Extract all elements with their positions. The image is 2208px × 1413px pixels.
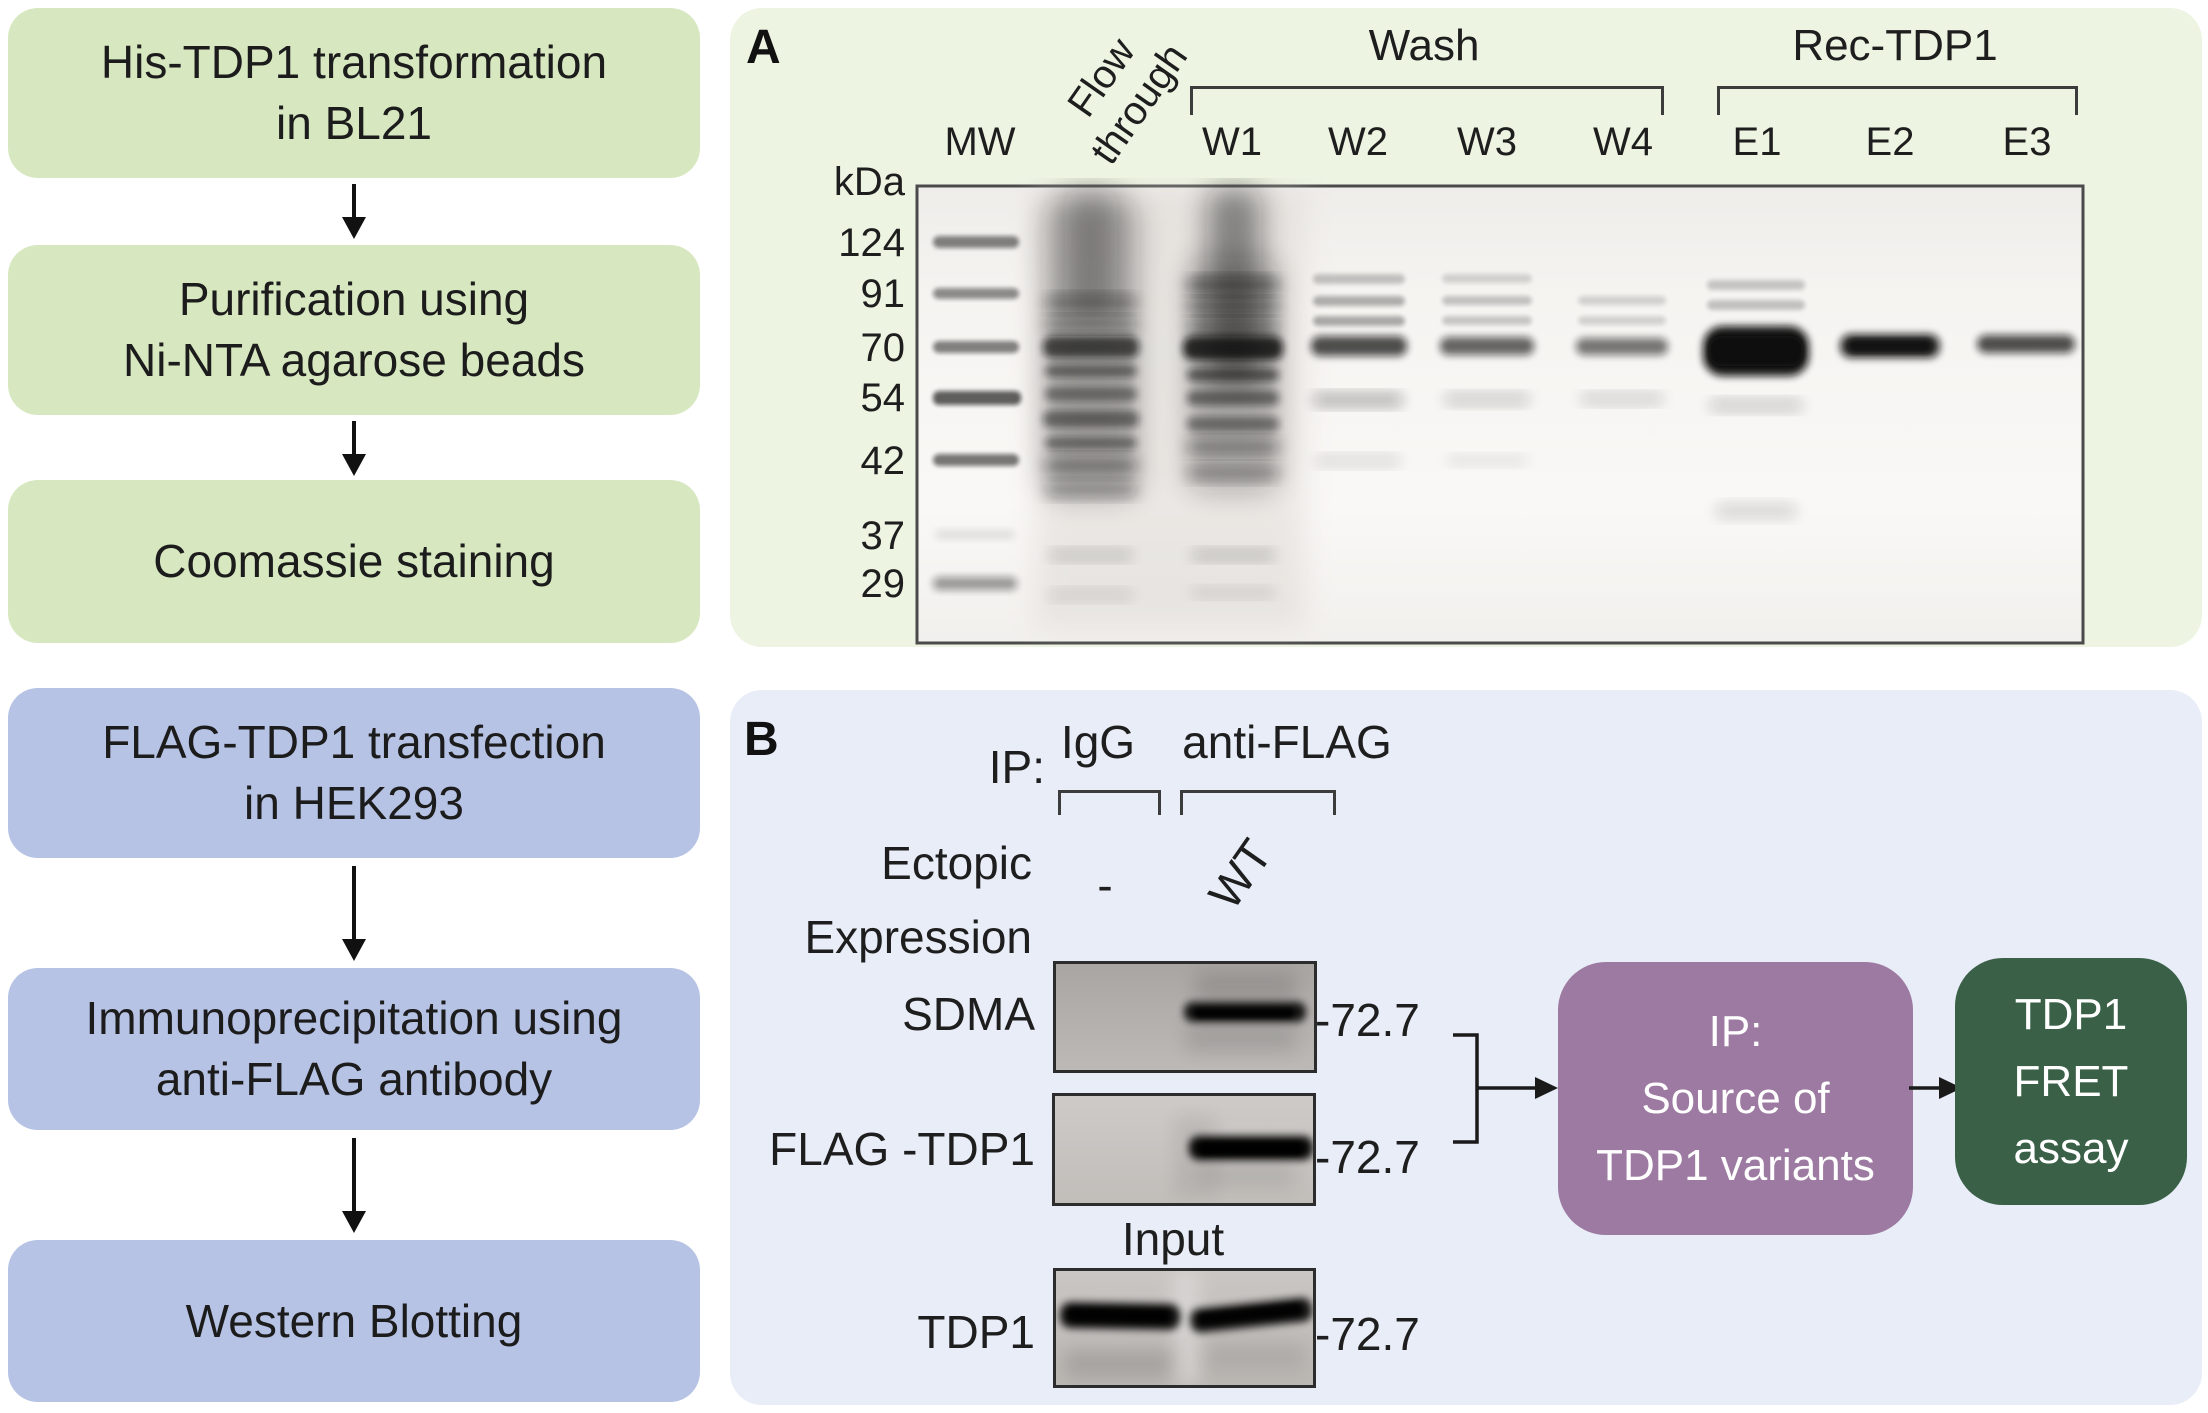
panel-a-coomassie-gel: A Wash Rec-TDP1 MW Flow through W1 W2 W3… xyxy=(730,8,2202,647)
group-header-rec-tdp1: Rec-TDP1 xyxy=(1792,21,1998,70)
panel-b-ip-western: B IP: IgG anti-FLAG Ectopic Expression -… xyxy=(730,690,2202,1405)
gel-lane-w4-bands xyxy=(1576,296,1668,404)
blot-label-tdp1: TDP1 xyxy=(917,1306,1035,1358)
coomassie-gel-image xyxy=(915,184,2085,645)
right-arrow-icon xyxy=(1939,1077,1962,1099)
mw-marker-91: 91 xyxy=(860,272,906,316)
blot-label-sdma: SDMA xyxy=(902,988,1035,1040)
panel-a-label: A xyxy=(746,21,781,74)
input-label: Input xyxy=(1121,1213,1225,1265)
blot-label-flag-tdp1: FLAG -TDP1 xyxy=(769,1123,1035,1175)
mw-marker-37: 37 xyxy=(860,514,906,558)
bracket-arrow-connector xyxy=(1453,1033,1558,1144)
lane-label-mw: MW xyxy=(944,120,1016,164)
gel-lane-w3-bands xyxy=(1440,274,1534,465)
lane-label-e2: E2 xyxy=(1865,120,1915,164)
ip-group-anti-flag: anti-FLAG xyxy=(1182,716,1392,768)
flow-box-immunoprecip: Immunoprecipitation using anti-FLAG anti… xyxy=(8,968,700,1130)
flow-box-purification: Purification using Ni-NTA agarose beads xyxy=(8,245,700,415)
ip-source-box: IP: Source of TDP1 variants xyxy=(1558,962,1913,1235)
lane-label-w3: W3 xyxy=(1457,120,1517,164)
mw-marker-124: 124 xyxy=(838,221,905,265)
lane-label-e3: E3 xyxy=(2002,120,2052,164)
gel-lane-flowthrough-bands xyxy=(1043,190,1139,600)
down-arrow-icon xyxy=(342,1138,366,1233)
flow-box-coomassie: Coomassie staining xyxy=(8,480,700,643)
sdma-blot-image xyxy=(1053,961,1317,1073)
mw-marker-70: 70 xyxy=(860,326,906,370)
wash-bracket xyxy=(1190,86,1664,115)
arrow-to-fret xyxy=(1909,1077,1962,1099)
gel-lane-e1-bands xyxy=(1703,280,1809,518)
lane-value-empty: - xyxy=(1097,859,1113,911)
gel-lane-w1-bands xyxy=(1183,188,1283,597)
flow-box-his-tdp1: His-TDP1 transformation in BL21 xyxy=(8,8,700,178)
lane-label-w1: W1 xyxy=(1202,120,1262,164)
sdma-mw-label: -72.7 xyxy=(1315,994,1420,1046)
mw-marker-29: 29 xyxy=(860,562,906,606)
down-arrow-icon xyxy=(342,866,366,961)
tdp1-fret-assay-box: TDP1 FRET assay xyxy=(1955,958,2187,1205)
gel-lane-e3-bands xyxy=(1977,335,2075,353)
right-arrow-icon xyxy=(1535,1077,1558,1099)
rec-tdp1-bracket xyxy=(1717,86,2078,115)
flow-box-western-blot: Western Blotting xyxy=(8,1240,700,1402)
group-header-wash: Wash xyxy=(1368,21,1480,70)
tdp1-input-blot-image xyxy=(1053,1268,1316,1388)
kda-unit-label: kDa xyxy=(833,160,905,204)
panel-b-label: B xyxy=(744,713,779,766)
tdp1-mw-label: -72.7 xyxy=(1315,1308,1420,1360)
mw-marker-54: 54 xyxy=(860,376,906,420)
lane-label-e1: E1 xyxy=(1732,120,1782,164)
lane-label-w4: W4 xyxy=(1593,120,1653,164)
gel-lane-mw-bands xyxy=(933,236,1021,590)
down-arrow-icon xyxy=(342,421,366,476)
ip-group-igg: IgG xyxy=(1060,716,1136,768)
mw-marker-42: 42 xyxy=(860,439,906,483)
anti-flag-bracket xyxy=(1180,790,1336,815)
lane-label-w2: W2 xyxy=(1328,120,1388,164)
down-arrow-icon xyxy=(342,184,366,239)
gel-lane-w2-bands xyxy=(1311,274,1407,466)
gel-lane-e2-bands xyxy=(1840,334,1940,358)
flag-tdp1-blot-image xyxy=(1052,1093,1316,1206)
ip-row-label: IP: xyxy=(988,741,1045,793)
flow-box-transfection: FLAG-TDP1 transfection in HEK293 xyxy=(8,688,700,858)
ectopic-expression-label: Ectopic Expression xyxy=(804,837,1032,963)
lane-value-wt: WT xyxy=(1198,829,1282,919)
flag-tdp1-mw-label: -72.7 xyxy=(1315,1131,1420,1183)
igg-bracket xyxy=(1058,790,1161,815)
